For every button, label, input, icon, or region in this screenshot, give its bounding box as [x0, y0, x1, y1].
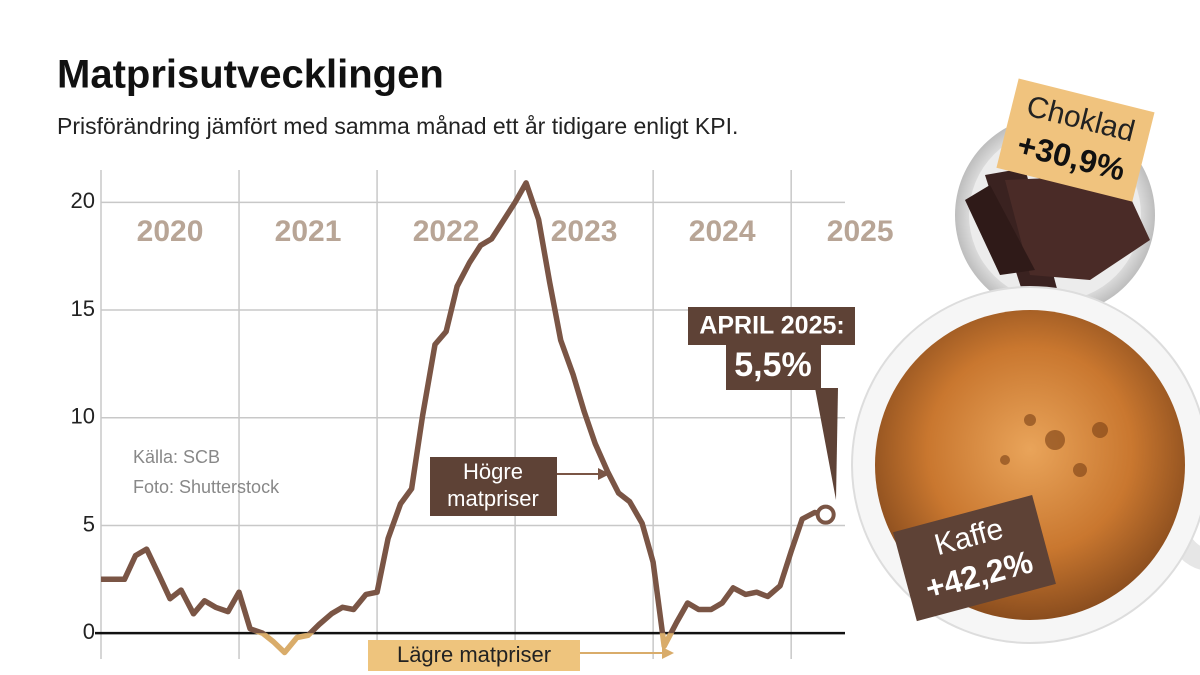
x-tick-label: 2021 [275, 215, 342, 248]
line [101, 180, 827, 634]
x-tick-label: 2023 [551, 215, 618, 248]
x-tick-label: 2020 [137, 215, 204, 248]
choklad-label: Choklad +30,9% [996, 78, 1155, 202]
higher-annotation: Högre matpriser [430, 457, 610, 516]
annotation-text: Lägre matpriser [397, 642, 551, 667]
callout: APRIL 2025: 5,5% [688, 307, 855, 500]
annotation-text: matpriser [447, 486, 539, 511]
y-tick-label: 20 [71, 188, 95, 213]
callout-value: 5,5% [734, 346, 812, 384]
lower-annotation: Lägre matpriser [368, 640, 674, 671]
chart-subtitle: Prisförändring jämfört med samma månad e… [57, 113, 738, 139]
y-tick-label: 0 [83, 619, 95, 644]
y-tick-label: 15 [71, 296, 95, 321]
x-tick-label: 2022 [413, 215, 480, 248]
x-tick-label: 2025 [827, 215, 894, 248]
callout-label: APRIL 2025: [699, 312, 844, 340]
chart-title: Matprisutvecklingen [57, 53, 444, 97]
plot [101, 180, 836, 656]
end-marker [815, 504, 836, 525]
y-tick-label: 5 [83, 511, 95, 536]
x-tick-label: 2024 [689, 215, 756, 248]
source: Källa: SCB [133, 447, 220, 467]
y-tick-label: 10 [71, 404, 95, 429]
annotation-text: Högre [463, 459, 523, 484]
source: Foto: Shutterstock [133, 477, 280, 497]
